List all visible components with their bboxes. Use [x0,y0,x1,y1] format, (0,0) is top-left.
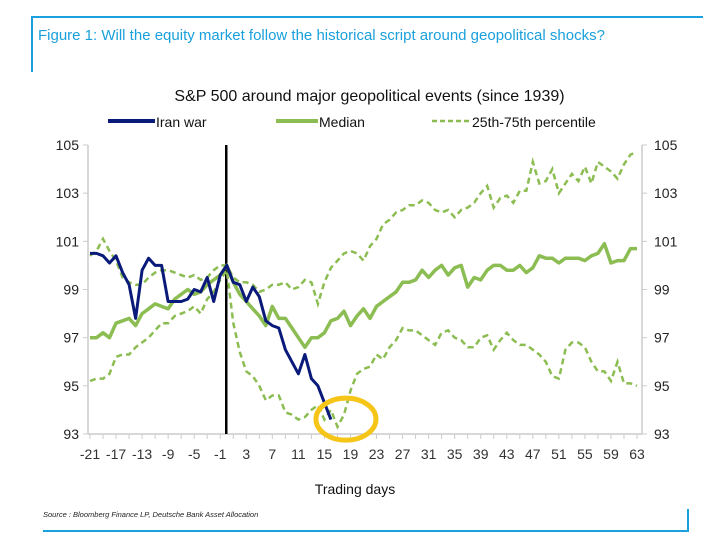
x-tick-label: 27 [395,446,411,462]
x-tick-label: -21 [80,446,100,462]
series-line-median [90,241,637,350]
y-tick-label-left: 97 [63,330,79,346]
y-tick-label-left: 93 [63,426,79,442]
highlight-circle [313,395,379,443]
x-tick-label: 55 [577,446,593,462]
figure-title: Figure 1: Will the equity market follow … [38,27,605,44]
x-tick-label: 43 [499,446,515,462]
figure-right-rule [687,509,689,532]
series-line-25th-percentile [89,266,638,430]
x-tick-label: 35 [447,446,463,462]
x-tick-label: -17 [106,446,126,462]
series-line-75th-percentile [89,151,638,309]
x-tick-label: 31 [421,446,437,462]
figure-left-rule [31,16,33,72]
y-tick-label-left: 103 [56,185,80,201]
y-tick-label-left: 101 [56,233,80,249]
legend-label-percentile: 25th-75th percentile [472,114,596,130]
figure-top-rule [31,16,703,18]
legend: Iran war Median 25th-75th percentile [108,114,596,130]
x-tick-label: 23 [369,446,385,462]
y-tick-label-right: 97 [654,330,670,346]
x-tick-label: 59 [603,446,619,462]
x-axis-label: Trading days [315,481,395,497]
x-tick-label: 3 [242,446,250,462]
x-tick-label: 7 [268,446,276,462]
legend-label-iran-war: Iran war [156,114,207,130]
legend-label-median: Median [319,114,365,130]
x-tick-label: -5 [188,446,201,462]
x-tick-label: 19 [343,446,359,462]
x-tick-label: 51 [551,446,567,462]
y-tick-label-right: 95 [654,378,670,394]
x-tick-label: 63 [629,446,645,462]
y-tick-label-right: 101 [654,233,678,249]
figure-bottom-rule [43,530,689,532]
series-line-iran-war [90,251,333,421]
x-tick-label: -1 [214,446,227,462]
y-tick-label-right: 105 [654,137,678,153]
series-group [89,151,638,430]
y-tick-label-right: 103 [654,185,678,201]
y-tick-label-right: 99 [654,282,670,298]
overlay-group [313,395,379,443]
source-note: Source : Bloomberg Finance LP, Deutsche … [43,510,259,519]
y-tick-label-left: 99 [63,282,79,298]
x-tick-label: 47 [525,446,541,462]
y-tick-label-right: 93 [654,426,670,442]
x-tick-label: -9 [162,446,175,462]
x-tick-label: -13 [132,446,152,462]
y-tick-label-left: 95 [63,378,79,394]
y-tick-label-left: 105 [56,137,80,153]
x-tick-label: 39 [473,446,489,462]
x-tick-label: 15 [317,446,333,462]
x-tick-label: 11 [291,446,306,462]
chart-title: S&P 500 around major geopolitical events… [174,88,565,105]
